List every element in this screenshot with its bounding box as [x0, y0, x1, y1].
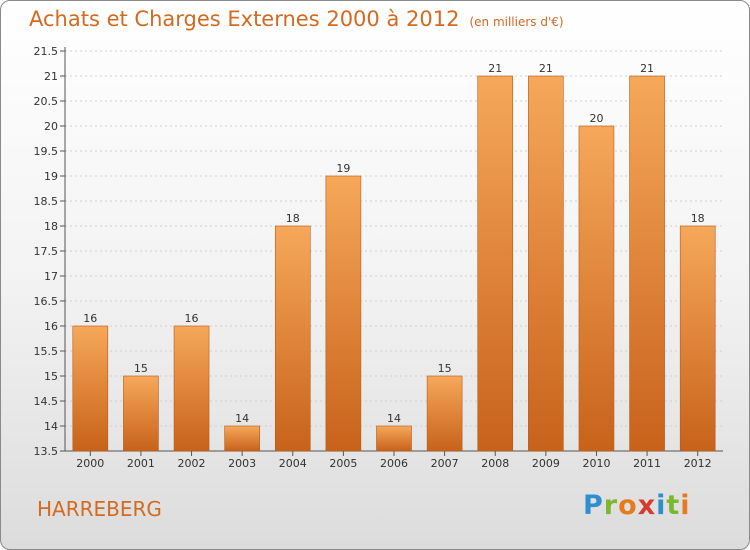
data-label: 20 [589, 112, 603, 125]
x-tick-label: 2006 [380, 457, 408, 470]
bar-2001 [123, 375, 159, 452]
bar-2005 [325, 175, 362, 452]
y-tick-label: 16 [44, 320, 58, 333]
y-tick-label: 14.5 [34, 395, 59, 408]
chart-title: Achats et Charges Externes 2000 à 2012 [29, 7, 460, 31]
x-tick-label: 2011 [633, 457, 661, 470]
x-tick-label: 2012 [684, 457, 712, 470]
bars [72, 75, 716, 452]
logo-letter: P [583, 490, 604, 521]
bar-2007 [426, 375, 463, 452]
data-label: 19 [336, 162, 350, 175]
y-tick-label: 21 [44, 70, 58, 83]
commune-name: HARREBERG [37, 497, 162, 521]
bar-2012 [679, 225, 716, 452]
y-tick-label: 20.5 [34, 95, 59, 108]
logo-letter: x [637, 490, 657, 521]
y-tick-label: 18 [44, 220, 58, 233]
bar-2009 [528, 75, 564, 452]
x-tick-label: 2001 [127, 457, 155, 470]
chart-header: Achats et Charges Externes 2000 à 2012 (e… [29, 7, 564, 31]
gridlines [65, 50, 723, 452]
bar-2010 [578, 125, 615, 452]
logo-letter: i [656, 490, 667, 521]
data-label: 14 [235, 412, 249, 425]
x-tick-label: 2004 [279, 457, 307, 470]
y-tick-label: 18.5 [34, 195, 59, 208]
x-tick-label: 2005 [329, 457, 357, 470]
bar-2004 [274, 225, 311, 452]
data-label: 15 [134, 362, 148, 375]
data-label: 15 [438, 362, 452, 375]
proxiti-logo[interactable]: Proxiti [583, 490, 691, 521]
y-tick-label: 17 [44, 270, 58, 283]
bar-2000 [72, 325, 109, 452]
y-tick-label: 16.5 [34, 295, 59, 308]
bar-2003 [224, 425, 260, 452]
x-tick-label: 2007 [431, 457, 459, 470]
logo-letter: o [618, 490, 638, 521]
x-tick-label: 2009 [532, 457, 560, 470]
y-tick-label: 20 [44, 120, 58, 133]
data-label: 16 [185, 312, 199, 325]
logo-letter: t [666, 490, 681, 521]
y-tick-label: 19 [44, 170, 58, 183]
data-label: 18 [286, 212, 300, 225]
y-tick-label: 19.5 [34, 145, 59, 158]
data-label: 21 [539, 62, 553, 75]
logo-letter: r [603, 490, 619, 521]
x-tick-label: 2010 [582, 457, 610, 470]
x-tick-label: 2000 [76, 457, 104, 470]
y-tick-label: 21.5 [34, 45, 59, 58]
data-label: 14 [387, 412, 401, 425]
data-label: 16 [83, 312, 97, 325]
y-tick-label: 14 [44, 420, 58, 433]
data-labels: 16 15 16 14 18 19 14 15 21 21 20 21 18 [83, 62, 704, 425]
x-tick-label: 2003 [228, 457, 256, 470]
y-tick-label: 17.5 [34, 245, 59, 258]
x-tick-label: 2002 [178, 457, 206, 470]
data-label: 21 [640, 62, 654, 75]
x-tick-label: 2008 [481, 457, 509, 470]
chart-unit: (en milliers d'€) [469, 15, 564, 29]
logo-letter: i [680, 490, 691, 521]
bar-2011 [629, 75, 665, 452]
y-tick-label: 13.5 [34, 445, 59, 458]
bar-2008 [477, 75, 514, 452]
y-tick-label: 15.5 [34, 345, 59, 358]
bar-2006 [376, 425, 412, 452]
y-tick-label: 15 [44, 370, 58, 383]
bar-2002 [173, 325, 210, 452]
data-label: 21 [488, 62, 502, 75]
data-label: 18 [691, 212, 705, 225]
axes: 13.5 14 14.5 15 15.5 16 16.5 17 17.5 18 18.5 19 19.5… [34, 45, 723, 470]
